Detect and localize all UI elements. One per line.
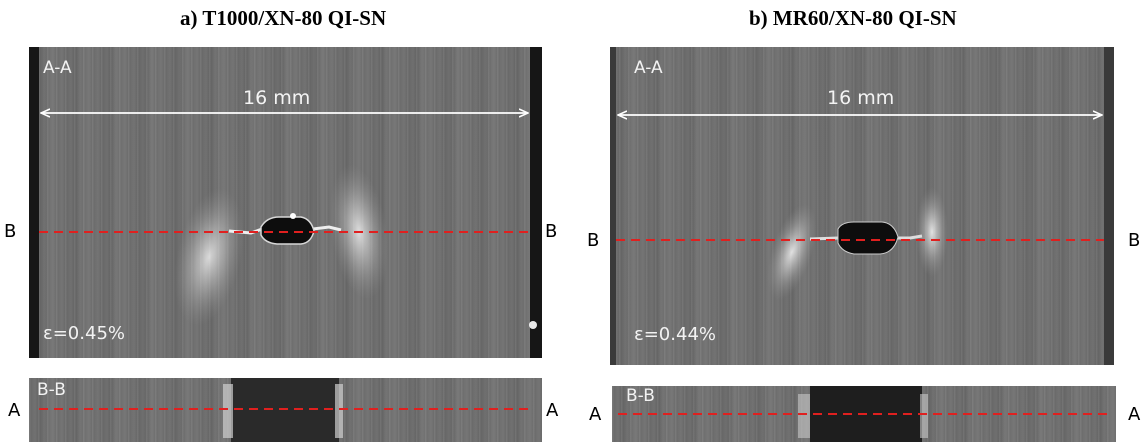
panel-b-title: b) MR60/XN-80 QI-SN <box>749 6 957 30</box>
panel-b-section-overlay <box>618 386 1112 442</box>
panel-a-title: a) T1000/XN-80 QI-SN <box>180 6 387 30</box>
hole <box>260 216 315 245</box>
section-bright-edge-right <box>920 394 928 438</box>
artifact-dot <box>529 321 537 329</box>
damage-zone-left <box>767 204 817 300</box>
panel-a-section-overlay <box>39 378 531 442</box>
panel-b-marker-a-right: A <box>1128 404 1141 425</box>
panel-a-scale-label: 16 mm <box>243 87 311 109</box>
panel-b-marker-a-left: A <box>589 404 602 425</box>
section-bright-edge-right <box>335 384 343 438</box>
panel-b-scale-label: 16 mm <box>827 87 895 109</box>
panel-a-section-label: B-B <box>37 380 66 400</box>
panel-a-strain-label: ε=0.45% <box>43 323 125 344</box>
panel-a-marker-b-left: B <box>4 221 17 242</box>
panel-a-marker-a-right: A <box>546 400 559 421</box>
panel-b-marker-b-right: B <box>1128 230 1141 251</box>
panel-a-left-edge <box>29 47 39 358</box>
damage-zone-right <box>916 187 948 277</box>
panel-b-right-edge <box>1104 47 1114 365</box>
panel-b-main-image: A-A 16 mm ε=0.44% <box>610 47 1114 365</box>
section-bright-edge-left <box>798 394 810 438</box>
panel-a-main-image: A-A 16 mm ε=0.45% <box>29 47 542 358</box>
damage-zone-left <box>174 188 244 326</box>
panel-a-marker-b-right: B <box>545 221 558 242</box>
panel-b-view-label: A-A <box>634 58 663 78</box>
panel-a-right-edge <box>530 47 542 358</box>
panel-b-section-label: B-B <box>626 386 655 406</box>
panel-a-view-label: A-A <box>43 58 72 78</box>
section-bright-edge-left <box>223 384 233 438</box>
panel-b-marker-b-left: B <box>587 230 600 251</box>
panel-b-left-edge <box>610 47 616 365</box>
bright-spot <box>290 213 296 219</box>
panel-b-section-image: B-B <box>612 386 1116 442</box>
hole <box>837 221 899 255</box>
panel-b-strain-label: ε=0.44% <box>634 324 716 345</box>
panel-a-overlay <box>39 47 537 329</box>
panel-a-section-image: B-B <box>29 378 542 442</box>
panel-a-marker-a-left: A <box>8 400 21 421</box>
panel-b-overlay <box>616 47 1104 300</box>
